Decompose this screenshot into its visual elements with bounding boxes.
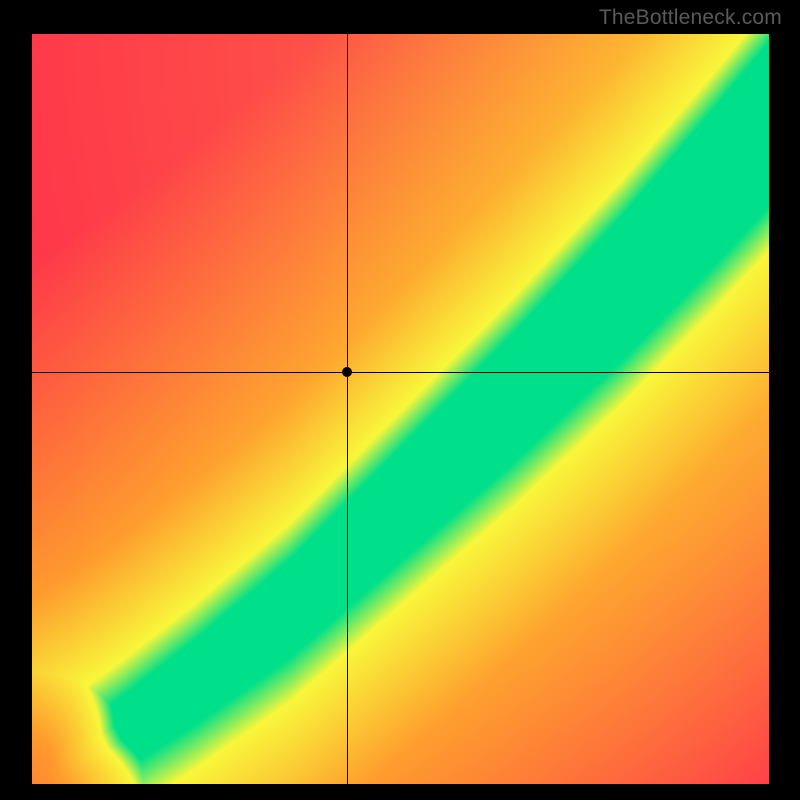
- heatmap-canvas: [32, 34, 769, 784]
- crosshair-horizontal: [32, 372, 769, 373]
- crosshair-vertical: [347, 34, 348, 784]
- bottleneck-heatmap: [32, 34, 769, 784]
- watermark-text: TheBottleneck.com: [599, 6, 782, 30]
- crosshair-marker-dot: [342, 367, 352, 377]
